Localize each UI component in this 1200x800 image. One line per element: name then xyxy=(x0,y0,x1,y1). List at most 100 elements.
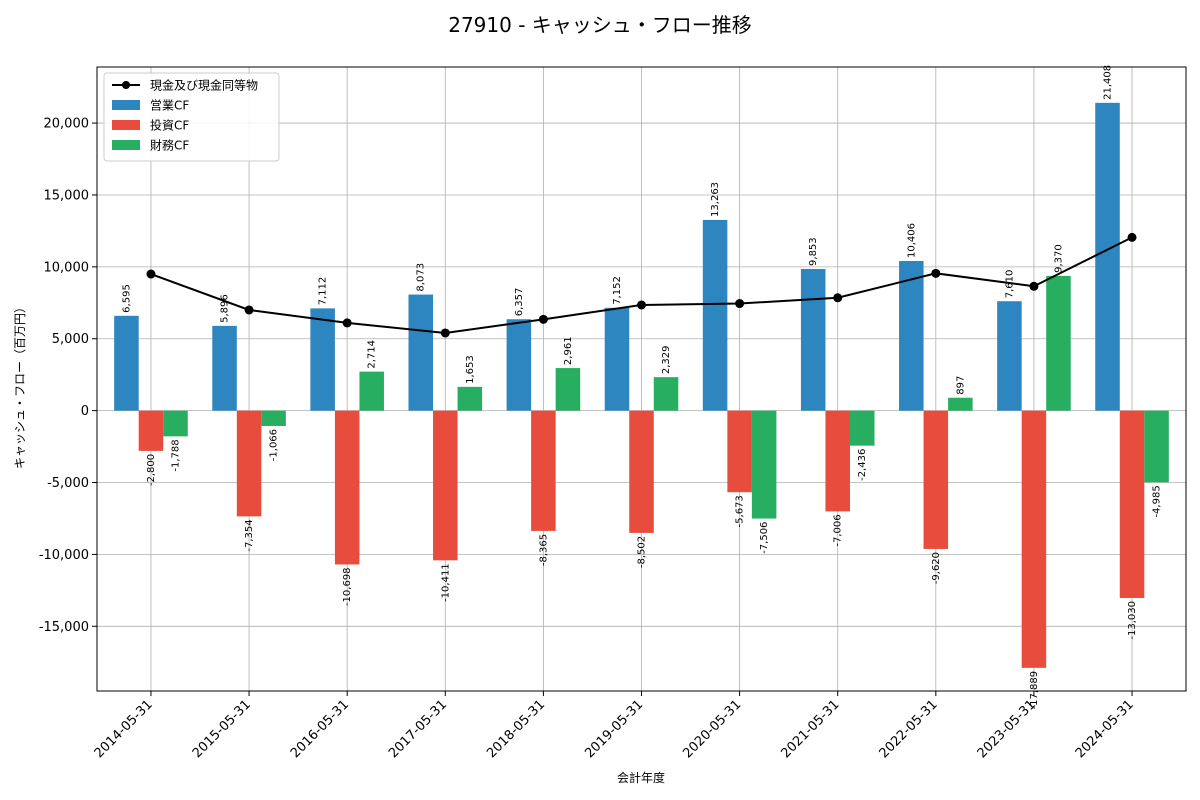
y-tick-label: 15,000 xyxy=(44,188,90,203)
bar-investing xyxy=(629,410,654,533)
bar-financing xyxy=(555,368,581,411)
bar-value-label: -7,006 xyxy=(833,514,844,546)
bar-investing xyxy=(531,410,556,531)
bar-value-label: -5,673 xyxy=(735,495,746,527)
bar-operating xyxy=(604,307,630,411)
x-tick-label: 2014-05-31 xyxy=(92,697,156,761)
bar-operating xyxy=(800,268,826,411)
legend-label: 現金及び現金同等物 xyxy=(150,78,258,93)
y-tick-label: -15,000 xyxy=(39,620,89,635)
bar-value-label: 897 xyxy=(955,376,966,395)
legend-label: 投資CF xyxy=(150,118,189,133)
data-labels: 6,595 5,896 7,112 8,073 6,357 7,152 13,263 9,85… xyxy=(121,65,1162,710)
bar-value-label: 21,408 xyxy=(1103,65,1114,100)
bar-value-label: -10,698 xyxy=(342,567,353,606)
bar-investing xyxy=(825,410,850,512)
bar-value-label: 1,653 xyxy=(465,355,476,384)
bar-value-label: -8,365 xyxy=(538,534,549,566)
legend-bar-swatch xyxy=(112,120,140,130)
cash-line xyxy=(146,232,1137,338)
axes: -15,000 -10,000 -5,000 0 5,000 10,000 15,000 20… xyxy=(39,66,1187,761)
bar-operating xyxy=(899,261,924,411)
legend-bar-swatch xyxy=(112,100,140,110)
bar-financing xyxy=(457,386,483,411)
bar-value-label: -7,354 xyxy=(244,519,255,551)
x-tick-label: 2024-05-31 xyxy=(1073,697,1137,761)
cash-line-point xyxy=(440,328,450,338)
y-tick-label: 0 xyxy=(81,404,89,419)
cash-line-point xyxy=(1127,232,1137,242)
bar-value-label: -1,066 xyxy=(269,429,280,461)
bar-value-label: -7,506 xyxy=(759,522,770,554)
bar-operating xyxy=(114,315,139,411)
bar-operating xyxy=(506,319,532,411)
cash-line-point xyxy=(735,299,745,309)
cash-line-point xyxy=(538,314,548,324)
bar-value-label: -9,620 xyxy=(931,552,942,584)
legend-bar-swatch xyxy=(112,140,140,150)
bar-investing xyxy=(1021,410,1047,668)
bar-value-label: 8,073 xyxy=(416,263,427,292)
x-tick-label: 2022-05-31 xyxy=(877,697,941,761)
bar-value-label: 6,357 xyxy=(514,288,525,317)
legend-label: 財務CF xyxy=(150,138,189,153)
bar-financing xyxy=(751,410,777,519)
bar-value-label: 9,370 xyxy=(1053,244,1064,273)
y-tick-label: -10,000 xyxy=(39,548,89,563)
legend-marker xyxy=(122,81,130,89)
bar-value-label: 2,329 xyxy=(661,346,672,375)
bar-value-label: 7,112 xyxy=(318,277,329,306)
bar-financing xyxy=(653,377,679,411)
bar-value-label: -2,800 xyxy=(146,454,157,486)
bar-operating xyxy=(408,294,434,411)
x-tick-label: 2021-05-31 xyxy=(779,697,843,761)
cash-line-point xyxy=(833,293,843,303)
x-tick-label: 2016-05-31 xyxy=(288,697,352,761)
bar-value-label: -10,411 xyxy=(440,563,451,602)
bar-value-label: 7,610 xyxy=(1004,270,1015,299)
chart-title: 27910 - キャッシュ・フロー推移 xyxy=(448,13,752,37)
x-tick-label: 2015-05-31 xyxy=(190,697,254,761)
bar-value-label: -2,436 xyxy=(857,449,868,481)
y-tick-label: 20,000 xyxy=(44,117,90,132)
x-tick-label: 2019-05-31 xyxy=(582,697,646,761)
bar-operating xyxy=(212,325,237,411)
bar-operating xyxy=(702,219,728,411)
bar-value-label: -8,502 xyxy=(637,536,648,568)
bar-financing xyxy=(261,410,286,426)
legend-label: 営業CF xyxy=(150,99,189,113)
cash-line-point xyxy=(244,305,254,315)
bar-value-label: -4,985 xyxy=(1152,485,1163,517)
y-tick-label: -5,000 xyxy=(47,476,89,491)
y-axis-label: キャッシュ・フロー（百万円） xyxy=(13,301,27,469)
bar-operating xyxy=(310,308,335,411)
cash-line-point xyxy=(1029,281,1039,291)
x-tick-label: 2018-05-31 xyxy=(484,697,548,761)
bar-financing xyxy=(163,410,188,437)
cash-line-point xyxy=(146,269,156,279)
x-tick-label: 2020-05-31 xyxy=(680,697,744,761)
bar-value-label: -17,889 xyxy=(1029,671,1040,710)
bar-value-label: -1,788 xyxy=(170,439,181,471)
bar-financing xyxy=(849,410,875,446)
bar-financing xyxy=(948,397,973,411)
x-tick-label: 2023-05-31 xyxy=(975,697,1039,761)
bar-investing xyxy=(138,410,164,451)
bar-investing xyxy=(727,410,752,493)
bar-value-label: -13,030 xyxy=(1127,601,1138,640)
bar-investing xyxy=(433,410,458,561)
bar-value-label: 5,896 xyxy=(220,294,231,323)
bars xyxy=(114,102,1169,668)
bar-value-label: 2,714 xyxy=(367,340,378,369)
cash-line-point xyxy=(637,300,646,310)
y-tick-label: 5,000 xyxy=(52,332,89,347)
bar-value-label: 2,961 xyxy=(563,336,574,365)
bar-financing xyxy=(1144,410,1169,483)
bar-operating xyxy=(997,301,1022,411)
bar-value-label: 9,853 xyxy=(808,237,819,266)
legend-box xyxy=(103,72,280,162)
bar-investing xyxy=(334,410,360,565)
